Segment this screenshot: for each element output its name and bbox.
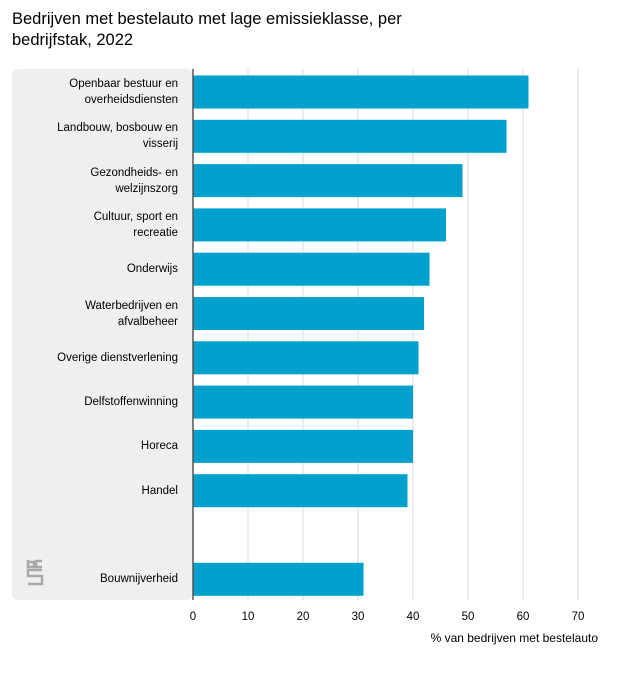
bar bbox=[193, 297, 424, 330]
bar bbox=[193, 429, 413, 463]
x-tick-label: 40 bbox=[407, 611, 420, 623]
bar bbox=[193, 474, 408, 508]
x-tick-label: 30 bbox=[352, 611, 365, 623]
category-label: Gezondheids- en welzijnszorg bbox=[90, 166, 178, 195]
category-label: Cultuur, sport en recreatie bbox=[93, 210, 178, 239]
category-label: Overige dienstverlening bbox=[57, 351, 178, 364]
bar bbox=[193, 341, 419, 375]
bar bbox=[193, 164, 463, 198]
bar bbox=[193, 208, 446, 242]
category-label: Onderwijs bbox=[126, 263, 178, 276]
category-label: Delfstoffenwinning bbox=[84, 396, 178, 409]
bar bbox=[193, 75, 529, 109]
category-label: Landbouw, bosbouw en visserij bbox=[57, 122, 178, 151]
x-tick-label: 50 bbox=[462, 611, 475, 623]
bar bbox=[193, 252, 430, 286]
chart-title-line-1: Bedrijven met bestelauto met lage emissi… bbox=[12, 10, 402, 28]
category-label-panel bbox=[12, 69, 193, 600]
cbs-logo-icon bbox=[26, 559, 44, 586]
chart-title: Bedrijven met bestelauto met lage emissi… bbox=[12, 9, 612, 51]
bar bbox=[193, 385, 413, 419]
x-tick-label: 20 bbox=[297, 611, 310, 623]
x-tick-label: 70 bbox=[572, 611, 585, 623]
bar bbox=[193, 562, 364, 596]
chart-title-line-2: bedrijfstak, 2022 bbox=[12, 31, 134, 49]
category-label: Bouwnijverheid bbox=[100, 573, 178, 586]
category-label: Handel bbox=[141, 484, 178, 497]
category-label: Waterbedrijven en afvalbeheer bbox=[85, 299, 178, 328]
category-label: Horeca bbox=[140, 440, 178, 453]
x-tick-label: 10 bbox=[242, 611, 255, 623]
bar bbox=[193, 119, 507, 153]
x-tick-label: 0 bbox=[190, 611, 196, 623]
category-label: Openbaar bestuur en overheidsdiensten bbox=[69, 78, 178, 106]
x-tick-label: 60 bbox=[517, 611, 530, 623]
x-axis-title: % van bedrijven met bestelauto bbox=[430, 631, 598, 645]
